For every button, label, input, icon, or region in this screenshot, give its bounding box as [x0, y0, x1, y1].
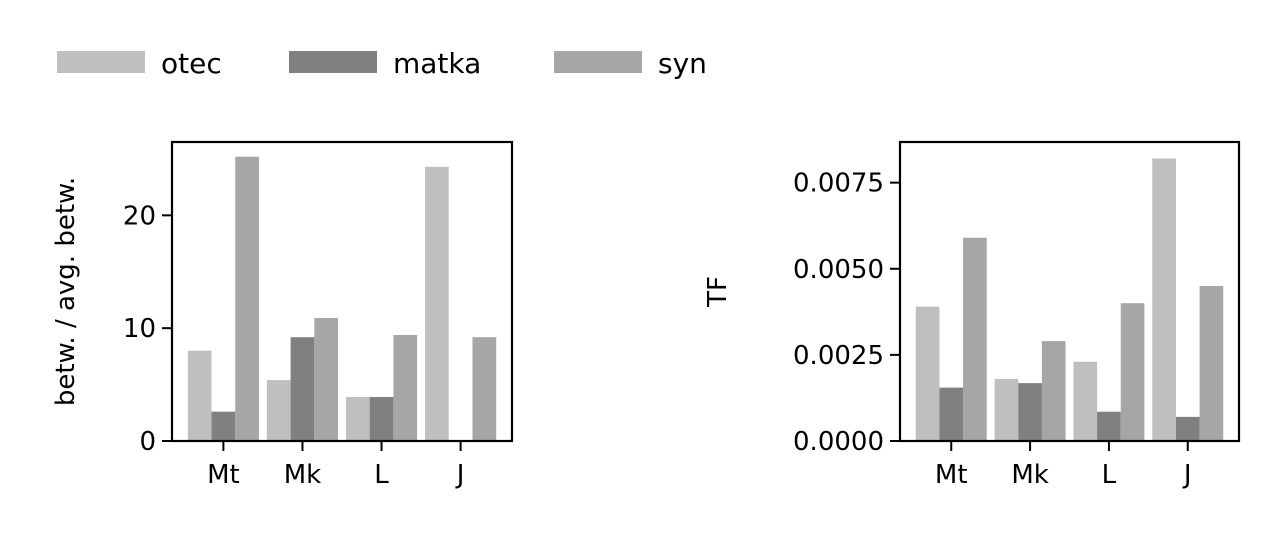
bar-otec-Mk [266, 380, 291, 441]
bar-syn-Mk [314, 318, 339, 441]
bar-otec-J [425, 166, 449, 442]
legend-item-matka: matka [289, 47, 481, 80]
legend-label: otec [161, 47, 222, 80]
bar-syn-Mk [1041, 341, 1066, 441]
x-tick-label: Mk [284, 460, 322, 490]
legend-item-otec: otec [57, 47, 222, 80]
x-tick-label: J [455, 460, 465, 490]
bars [915, 158, 1224, 442]
x-tick-label: J [1182, 460, 1192, 490]
x-tick-label: Mk [1011, 460, 1049, 490]
bar-syn-L [1120, 303, 1145, 441]
bars [187, 156, 497, 442]
y-tick-label: 20 [123, 201, 156, 231]
bar-syn-Mt [235, 156, 259, 442]
y-tick-label: 0.0000 [793, 427, 884, 457]
legend: otec matka syn [57, 47, 707, 80]
bar-syn-J [1199, 285, 1224, 441]
x-tick-label: Mt [207, 460, 240, 490]
bar-matka-Mt [211, 411, 236, 441]
bar-otec-J [1152, 158, 1176, 442]
x-tick-label: L [374, 460, 389, 490]
legend-label: syn [658, 47, 707, 80]
bar-matka-J [1175, 416, 1200, 441]
y-tick-label: 0 [139, 427, 156, 457]
chart-betweenness: Mt Mk L J 0 10 20 betw. / avg. betw. [51, 140, 514, 490]
legend-swatch [554, 51, 642, 73]
bar-otec-Mt [915, 306, 940, 441]
bar-otec-Mk [994, 378, 1019, 441]
bar-otec-L [1073, 361, 1098, 441]
plot-frame [898, 140, 1241, 443]
legend-swatch [289, 51, 377, 73]
chart-tf: Mt Mk L J 0.0000 0.0025 0.0050 0.0075 TF [703, 140, 1241, 490]
bar-matka-Mt [939, 387, 964, 441]
legend-label: matka [393, 47, 481, 80]
bar-otec-L [345, 396, 370, 441]
y-tick-label: 0.0075 [793, 169, 884, 199]
bar-matka-L [1097, 411, 1121, 441]
legend-swatch [57, 51, 145, 73]
y-axis-label: TF [703, 276, 733, 308]
plot-frame [170, 140, 514, 443]
bar-matka-Mk [1018, 383, 1042, 441]
x-tick-label: Mt [935, 460, 968, 490]
bar-syn-Mt [963, 237, 987, 441]
y-tick-label: 10 [123, 314, 156, 344]
bar-syn-J [472, 337, 497, 441]
bar-otec-Mt [187, 350, 212, 441]
bar-matka-L [369, 396, 394, 441]
y-axis-label: betw. / avg. betw. [51, 177, 81, 406]
bar-matka-Mk [290, 337, 315, 441]
y-tick-label: 0.0050 [793, 255, 884, 285]
legend-item-syn: syn [554, 47, 707, 80]
x-tick-label: L [1102, 460, 1117, 490]
bar-syn-L [393, 334, 418, 441]
y-tick-label: 0.0025 [793, 341, 884, 371]
